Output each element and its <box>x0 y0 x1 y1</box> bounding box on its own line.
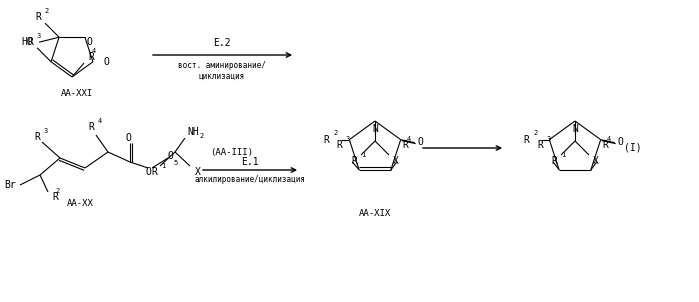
Text: 1: 1 <box>361 152 365 158</box>
Text: 3: 3 <box>547 136 552 142</box>
Text: R: R <box>351 156 357 166</box>
Text: N: N <box>372 124 378 134</box>
Text: (I): (I) <box>624 143 642 153</box>
Text: 4: 4 <box>607 136 611 142</box>
Text: R: R <box>34 132 40 142</box>
Text: O: O <box>87 37 93 47</box>
Text: 5: 5 <box>174 160 178 166</box>
Text: R: R <box>88 122 94 132</box>
Text: 3: 3 <box>346 136 350 142</box>
Text: AA-XIX: AA-XIX <box>359 208 391 217</box>
Text: циклизация: циклизация <box>199 72 245 81</box>
Text: 3: 3 <box>44 128 48 134</box>
Text: HO: HO <box>21 37 33 47</box>
Text: R: R <box>52 192 58 202</box>
Text: R: R <box>35 12 41 22</box>
Text: X: X <box>195 167 201 177</box>
Text: 2: 2 <box>200 133 204 139</box>
Text: R: R <box>538 140 543 150</box>
Text: 2: 2 <box>56 188 60 194</box>
Text: X: X <box>593 156 599 166</box>
Text: 3: 3 <box>37 33 41 39</box>
Text: 2: 2 <box>333 130 338 136</box>
Text: 4: 4 <box>407 136 411 142</box>
Text: алкилирование/циклизация: алкилирование/циклизация <box>194 175 305 184</box>
Text: E.1: E.1 <box>241 157 259 167</box>
Text: N: N <box>572 124 578 134</box>
Text: 2: 2 <box>533 130 538 136</box>
Text: 1: 1 <box>561 152 565 158</box>
Text: 4: 4 <box>92 48 96 54</box>
Text: R: R <box>151 167 157 177</box>
Text: R: R <box>88 52 94 62</box>
Text: R: R <box>524 135 529 145</box>
Text: 4: 4 <box>98 118 102 124</box>
Text: NH: NH <box>187 127 199 137</box>
Text: R: R <box>551 156 557 166</box>
Text: 2: 2 <box>45 8 49 14</box>
Text: (AA-III): (AA-III) <box>210 147 253 156</box>
Text: AA-XX: AA-XX <box>66 198 94 207</box>
Text: R: R <box>336 140 342 150</box>
Text: O: O <box>104 57 110 67</box>
Text: R: R <box>403 140 409 150</box>
Text: R: R <box>27 37 33 47</box>
Text: O: O <box>167 151 173 161</box>
Text: O: O <box>145 167 151 177</box>
Text: O: O <box>418 137 424 147</box>
Text: E.2: E.2 <box>213 38 231 48</box>
Text: вост. аминирование/: вост. аминирование/ <box>178 60 266 69</box>
Text: R: R <box>603 140 609 150</box>
Text: Br: Br <box>4 180 16 190</box>
Text: R: R <box>324 135 329 145</box>
Text: O: O <box>618 137 624 147</box>
Text: X: X <box>393 156 399 166</box>
Text: AA-XXI: AA-XXI <box>61 88 93 98</box>
Text: O: O <box>125 133 131 143</box>
Text: 1: 1 <box>161 163 165 169</box>
